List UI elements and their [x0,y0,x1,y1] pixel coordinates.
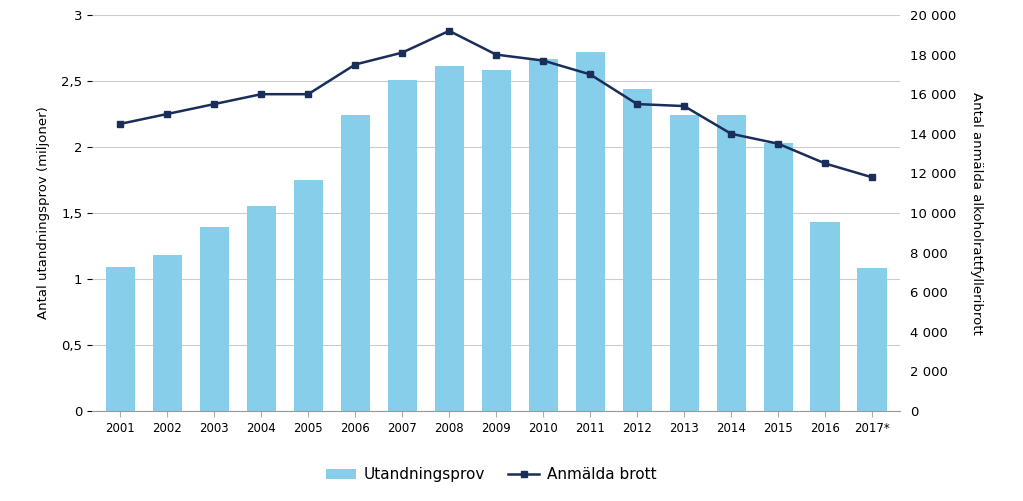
Bar [152,255,182,411]
Bar [341,115,369,411]
Bar [529,59,558,411]
Bar [435,67,463,411]
Bar [199,227,229,411]
Bar [857,269,887,411]
Bar [763,143,793,411]
Bar [576,52,605,411]
Bar [716,115,746,411]
Bar [105,267,135,411]
Bar [294,180,323,411]
Y-axis label: Antal utandningsprov (miljoner): Antal utandningsprov (miljoner) [37,107,50,319]
Y-axis label: Antal anmälda alkoholrattfylleribrott: Antal anmälda alkoholrattfylleribrott [970,92,983,334]
Bar [810,222,840,411]
Bar [482,71,510,411]
Bar [247,206,276,411]
Bar [669,115,699,411]
Bar [623,89,652,411]
Bar [388,80,416,411]
Legend: Utandningsprov, Anmälda brott: Utandningsprov, Anmälda brott [320,461,662,488]
